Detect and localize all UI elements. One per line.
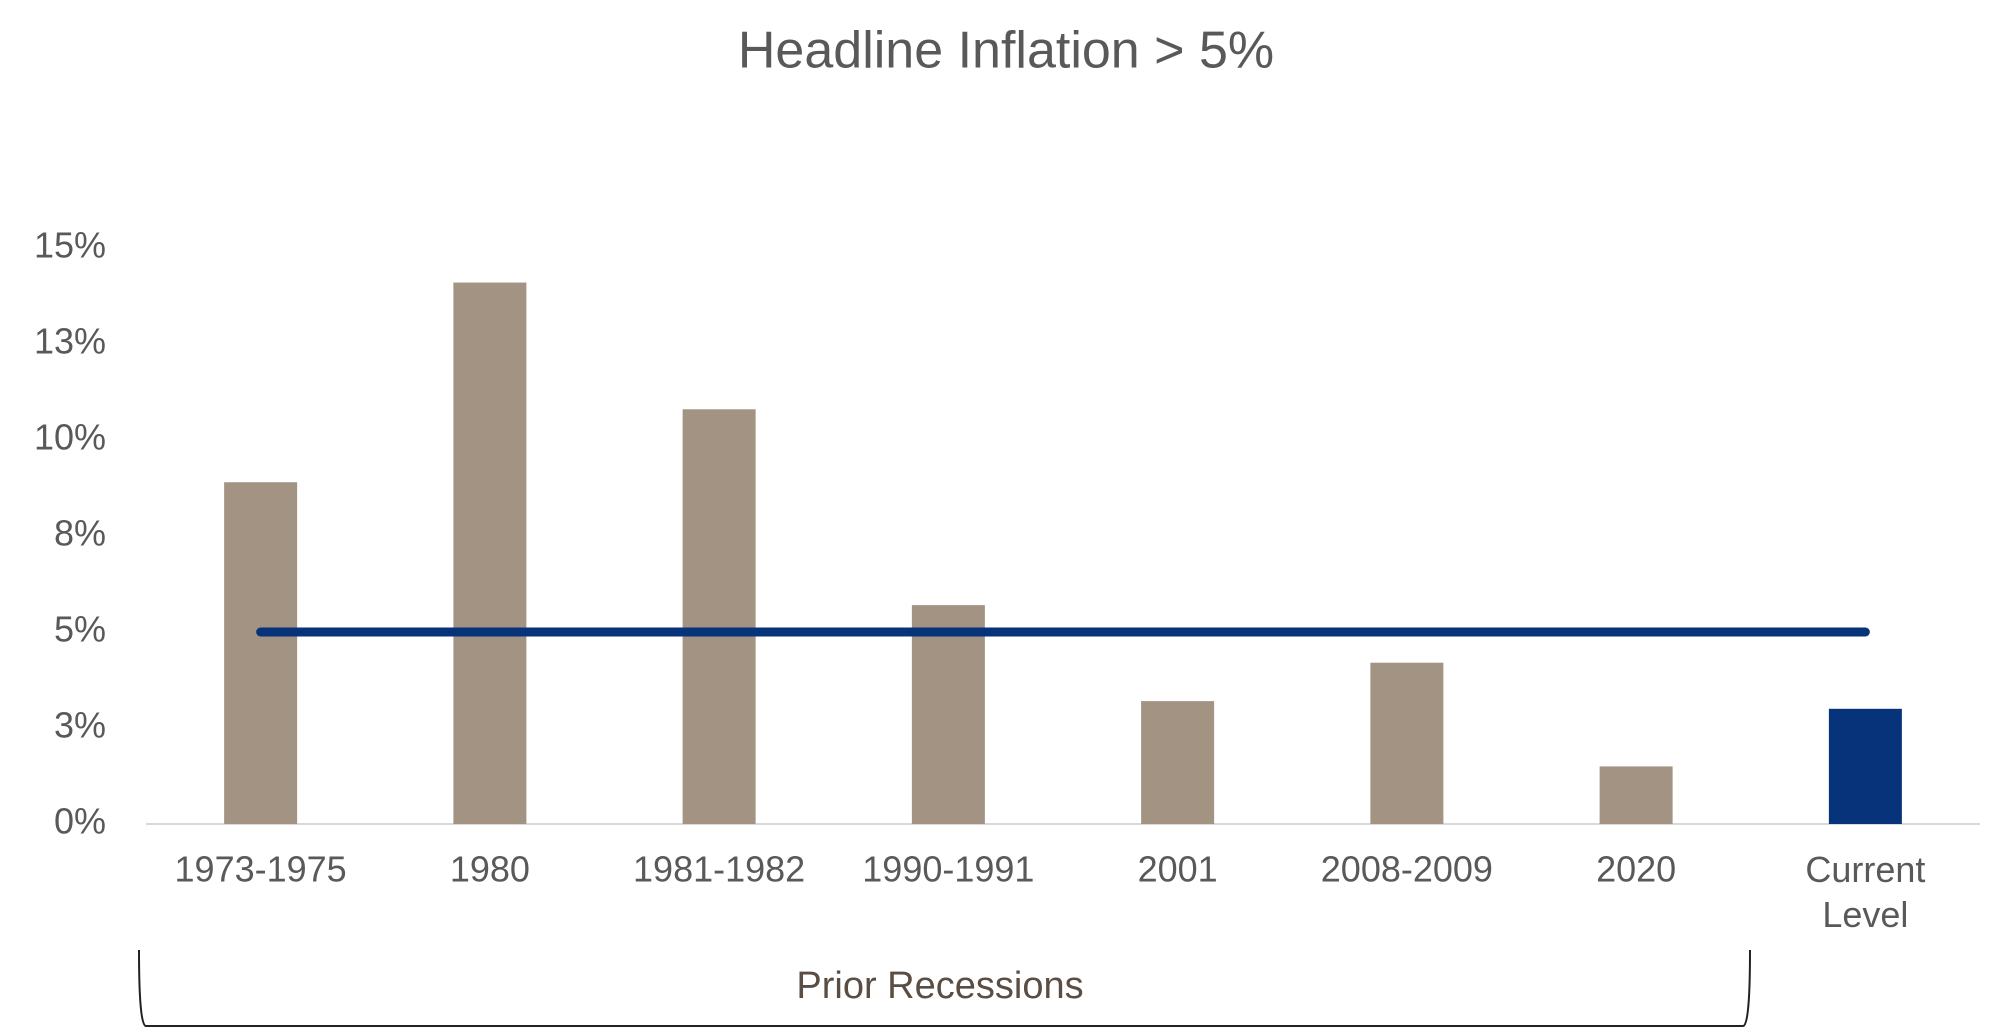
bar [453,282,527,824]
y-tick-label: 0% [54,801,106,842]
x-tick-label: 1990-1991 [862,849,1034,890]
x-tick-label: 2001 [1138,849,1218,890]
bar [1141,701,1215,824]
y-tick-label: 13% [34,321,106,362]
y-tick-label: 10% [34,417,106,458]
x-tick-label: 1973-1975 [175,849,347,890]
y-tick-label: 3% [54,705,106,746]
bar [1828,708,1902,824]
x-tick-label: Current Level [1805,849,1925,935]
y-tick-label: 15% [34,225,106,266]
bracket [138,949,1751,1027]
bar [1370,662,1444,824]
y-tick-label: 5% [54,609,106,650]
annotation: Prior Recessions [796,965,1083,1007]
bar [682,409,756,824]
x-tick-label: 2008-2009 [1321,849,1493,890]
chart-title: Headline Inflation > 5% [738,22,1274,80]
x-tick-label: 1980 [450,849,530,890]
x-tick-label: 2020 [1596,849,1676,890]
bar [224,482,298,824]
bar [1599,766,1673,824]
x-tick-label: 1981-1982 [633,849,805,890]
y-tick-label: 8% [54,513,106,554]
bar [911,605,985,824]
